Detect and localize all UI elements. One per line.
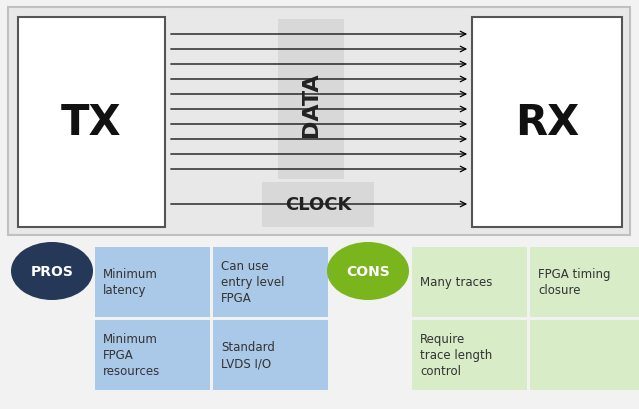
- Bar: [530, 320, 639, 390]
- Bar: [472, 18, 622, 227]
- Bar: [8, 8, 630, 236]
- Text: CONS: CONS: [346, 264, 390, 278]
- Bar: [213, 247, 328, 317]
- Bar: [262, 182, 374, 227]
- Bar: [95, 320, 210, 390]
- Text: RX: RX: [515, 102, 579, 144]
- Text: Standard
LVDS I/O: Standard LVDS I/O: [221, 341, 275, 370]
- Bar: [213, 320, 328, 390]
- Text: DATA: DATA: [301, 72, 321, 137]
- Text: Can use
entry level
FPGA: Can use entry level FPGA: [221, 260, 284, 305]
- Text: CLOCK: CLOCK: [285, 196, 351, 213]
- Bar: [278, 20, 344, 180]
- Text: Minimum
latency: Minimum latency: [103, 268, 158, 297]
- Ellipse shape: [327, 243, 409, 300]
- Text: Require
trace length
control: Require trace length control: [420, 333, 492, 378]
- Bar: [412, 320, 527, 390]
- Text: FPGA timing
closure: FPGA timing closure: [538, 268, 610, 297]
- Text: Minimum
FPGA
resources: Minimum FPGA resources: [103, 333, 160, 378]
- Bar: [412, 247, 527, 317]
- Bar: [530, 247, 639, 317]
- Text: Many traces: Many traces: [420, 276, 493, 289]
- Ellipse shape: [11, 243, 93, 300]
- Text: TX: TX: [61, 102, 121, 144]
- Bar: [95, 247, 210, 317]
- Text: PROS: PROS: [31, 264, 73, 278]
- Bar: [18, 18, 165, 227]
